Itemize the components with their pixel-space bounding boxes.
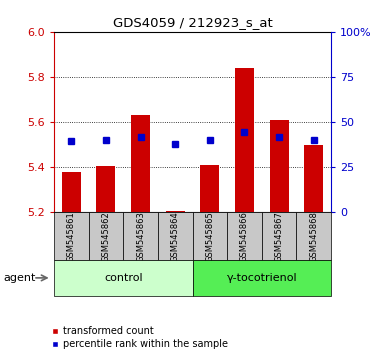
- Bar: [262, 212, 296, 260]
- Legend: transformed count, percentile rank within the sample: transformed count, percentile rank withi…: [51, 326, 228, 349]
- Bar: [131, 115, 150, 212]
- Bar: [200, 165, 219, 212]
- Bar: [296, 212, 331, 260]
- Bar: [235, 68, 254, 212]
- Text: GSM545867: GSM545867: [275, 211, 284, 262]
- Bar: [192, 212, 227, 260]
- Text: GSM545862: GSM545862: [101, 211, 110, 262]
- Text: GSM545863: GSM545863: [136, 211, 145, 262]
- Bar: [54, 212, 89, 260]
- Bar: [89, 212, 123, 260]
- Text: GSM545865: GSM545865: [205, 211, 214, 262]
- Title: GDS4059 / 212923_s_at: GDS4059 / 212923_s_at: [113, 16, 272, 29]
- Bar: [96, 166, 116, 212]
- Bar: [304, 145, 323, 212]
- Text: GSM545868: GSM545868: [309, 211, 318, 262]
- Bar: [227, 212, 262, 260]
- Text: GSM545864: GSM545864: [171, 211, 180, 262]
- Bar: [62, 172, 81, 212]
- Bar: [158, 212, 192, 260]
- Bar: [270, 120, 289, 212]
- Text: GSM545861: GSM545861: [67, 211, 76, 262]
- Text: γ-tocotrienol: γ-tocotrienol: [226, 273, 297, 283]
- Text: GSM545866: GSM545866: [240, 211, 249, 262]
- Text: control: control: [104, 273, 142, 283]
- Bar: [54, 260, 192, 296]
- Bar: [166, 211, 185, 212]
- Bar: [123, 212, 158, 260]
- Bar: [192, 260, 331, 296]
- Text: agent: agent: [4, 273, 36, 283]
